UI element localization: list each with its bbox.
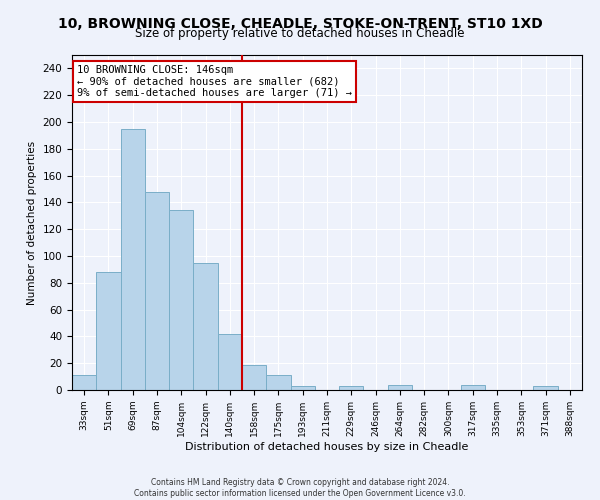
Bar <box>266 376 290 390</box>
Bar <box>72 376 96 390</box>
Text: 10, BROWNING CLOSE, CHEADLE, STOKE-ON-TRENT, ST10 1XD: 10, BROWNING CLOSE, CHEADLE, STOKE-ON-TR… <box>58 18 542 32</box>
Y-axis label: Number of detached properties: Number of detached properties <box>27 140 37 304</box>
Bar <box>169 210 193 390</box>
X-axis label: Distribution of detached houses by size in Cheadle: Distribution of detached houses by size … <box>185 442 469 452</box>
Bar <box>388 384 412 390</box>
Bar <box>533 386 558 390</box>
Bar <box>461 384 485 390</box>
Text: Size of property relative to detached houses in Cheadle: Size of property relative to detached ho… <box>135 28 465 40</box>
Text: Contains HM Land Registry data © Crown copyright and database right 2024.
Contai: Contains HM Land Registry data © Crown c… <box>134 478 466 498</box>
Bar <box>96 272 121 390</box>
Bar <box>193 262 218 390</box>
Bar <box>145 192 169 390</box>
Text: 10 BROWNING CLOSE: 146sqm
← 90% of detached houses are smaller (682)
9% of semi-: 10 BROWNING CLOSE: 146sqm ← 90% of detac… <box>77 65 352 98</box>
Bar <box>121 128 145 390</box>
Bar <box>290 386 315 390</box>
Bar <box>242 364 266 390</box>
Bar <box>339 386 364 390</box>
Bar <box>218 334 242 390</box>
